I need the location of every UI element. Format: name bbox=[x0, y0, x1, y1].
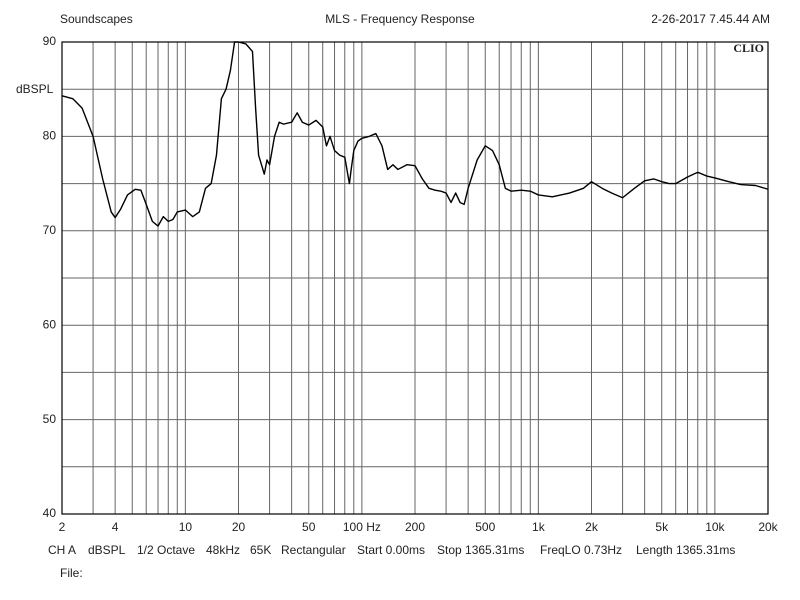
x-tick-label: 1k bbox=[532, 520, 546, 534]
file-label: File: bbox=[60, 566, 83, 580]
footer-item: Stop 1365.31ms bbox=[437, 543, 524, 557]
y-tick-label: 70 bbox=[43, 223, 57, 237]
plot-frame bbox=[61, 41, 769, 515]
y-tick-label: 90 bbox=[43, 34, 57, 48]
x-tick-label: 2 bbox=[59, 520, 66, 534]
y-tick-label: 60 bbox=[43, 317, 57, 331]
y-tick-label: 40 bbox=[43, 506, 57, 520]
footer-item: 48kHz bbox=[206, 543, 240, 557]
x-tick-label: 10k bbox=[705, 520, 725, 534]
footer-item: dBSPL bbox=[88, 543, 126, 557]
x-tick-label: 200 bbox=[405, 520, 425, 534]
footer-item: CH A bbox=[48, 543, 76, 557]
data-line bbox=[61, 41, 769, 227]
chart-title: MLS - Frequency Response bbox=[325, 12, 475, 26]
x-tick-label: 10 bbox=[179, 520, 193, 534]
x-tick-label: 2k bbox=[585, 520, 599, 534]
footer-item: 65K bbox=[250, 543, 271, 557]
footer-item: Start 0.00ms bbox=[357, 543, 425, 557]
x-tick-label: 100 Hz bbox=[343, 520, 381, 534]
header-right: 2-26-2017 7.45.44 AM bbox=[651, 12, 770, 26]
y-tick-label: 80 bbox=[43, 129, 57, 143]
x-tick-label: 20 bbox=[232, 520, 246, 534]
x-tick-label: 20k bbox=[758, 520, 778, 534]
footer-item: Length 1365.31ms bbox=[636, 543, 735, 557]
x-tick-label: 50 bbox=[302, 520, 316, 534]
footer-item: FreqLO 0.73Hz bbox=[540, 543, 622, 557]
logo: CLIO bbox=[733, 41, 764, 55]
y-tick-label: 50 bbox=[43, 412, 57, 426]
footer-item: 1/2 Octave bbox=[137, 543, 195, 557]
footer-item: Rectangular bbox=[281, 543, 346, 557]
x-tick-label: 4 bbox=[112, 520, 119, 534]
header-left: Soundscapes bbox=[60, 12, 133, 26]
x-tick-label: 5k bbox=[655, 520, 669, 534]
y-axis-label: dBSPL bbox=[16, 82, 54, 96]
x-tick-label: 500 bbox=[475, 520, 495, 534]
